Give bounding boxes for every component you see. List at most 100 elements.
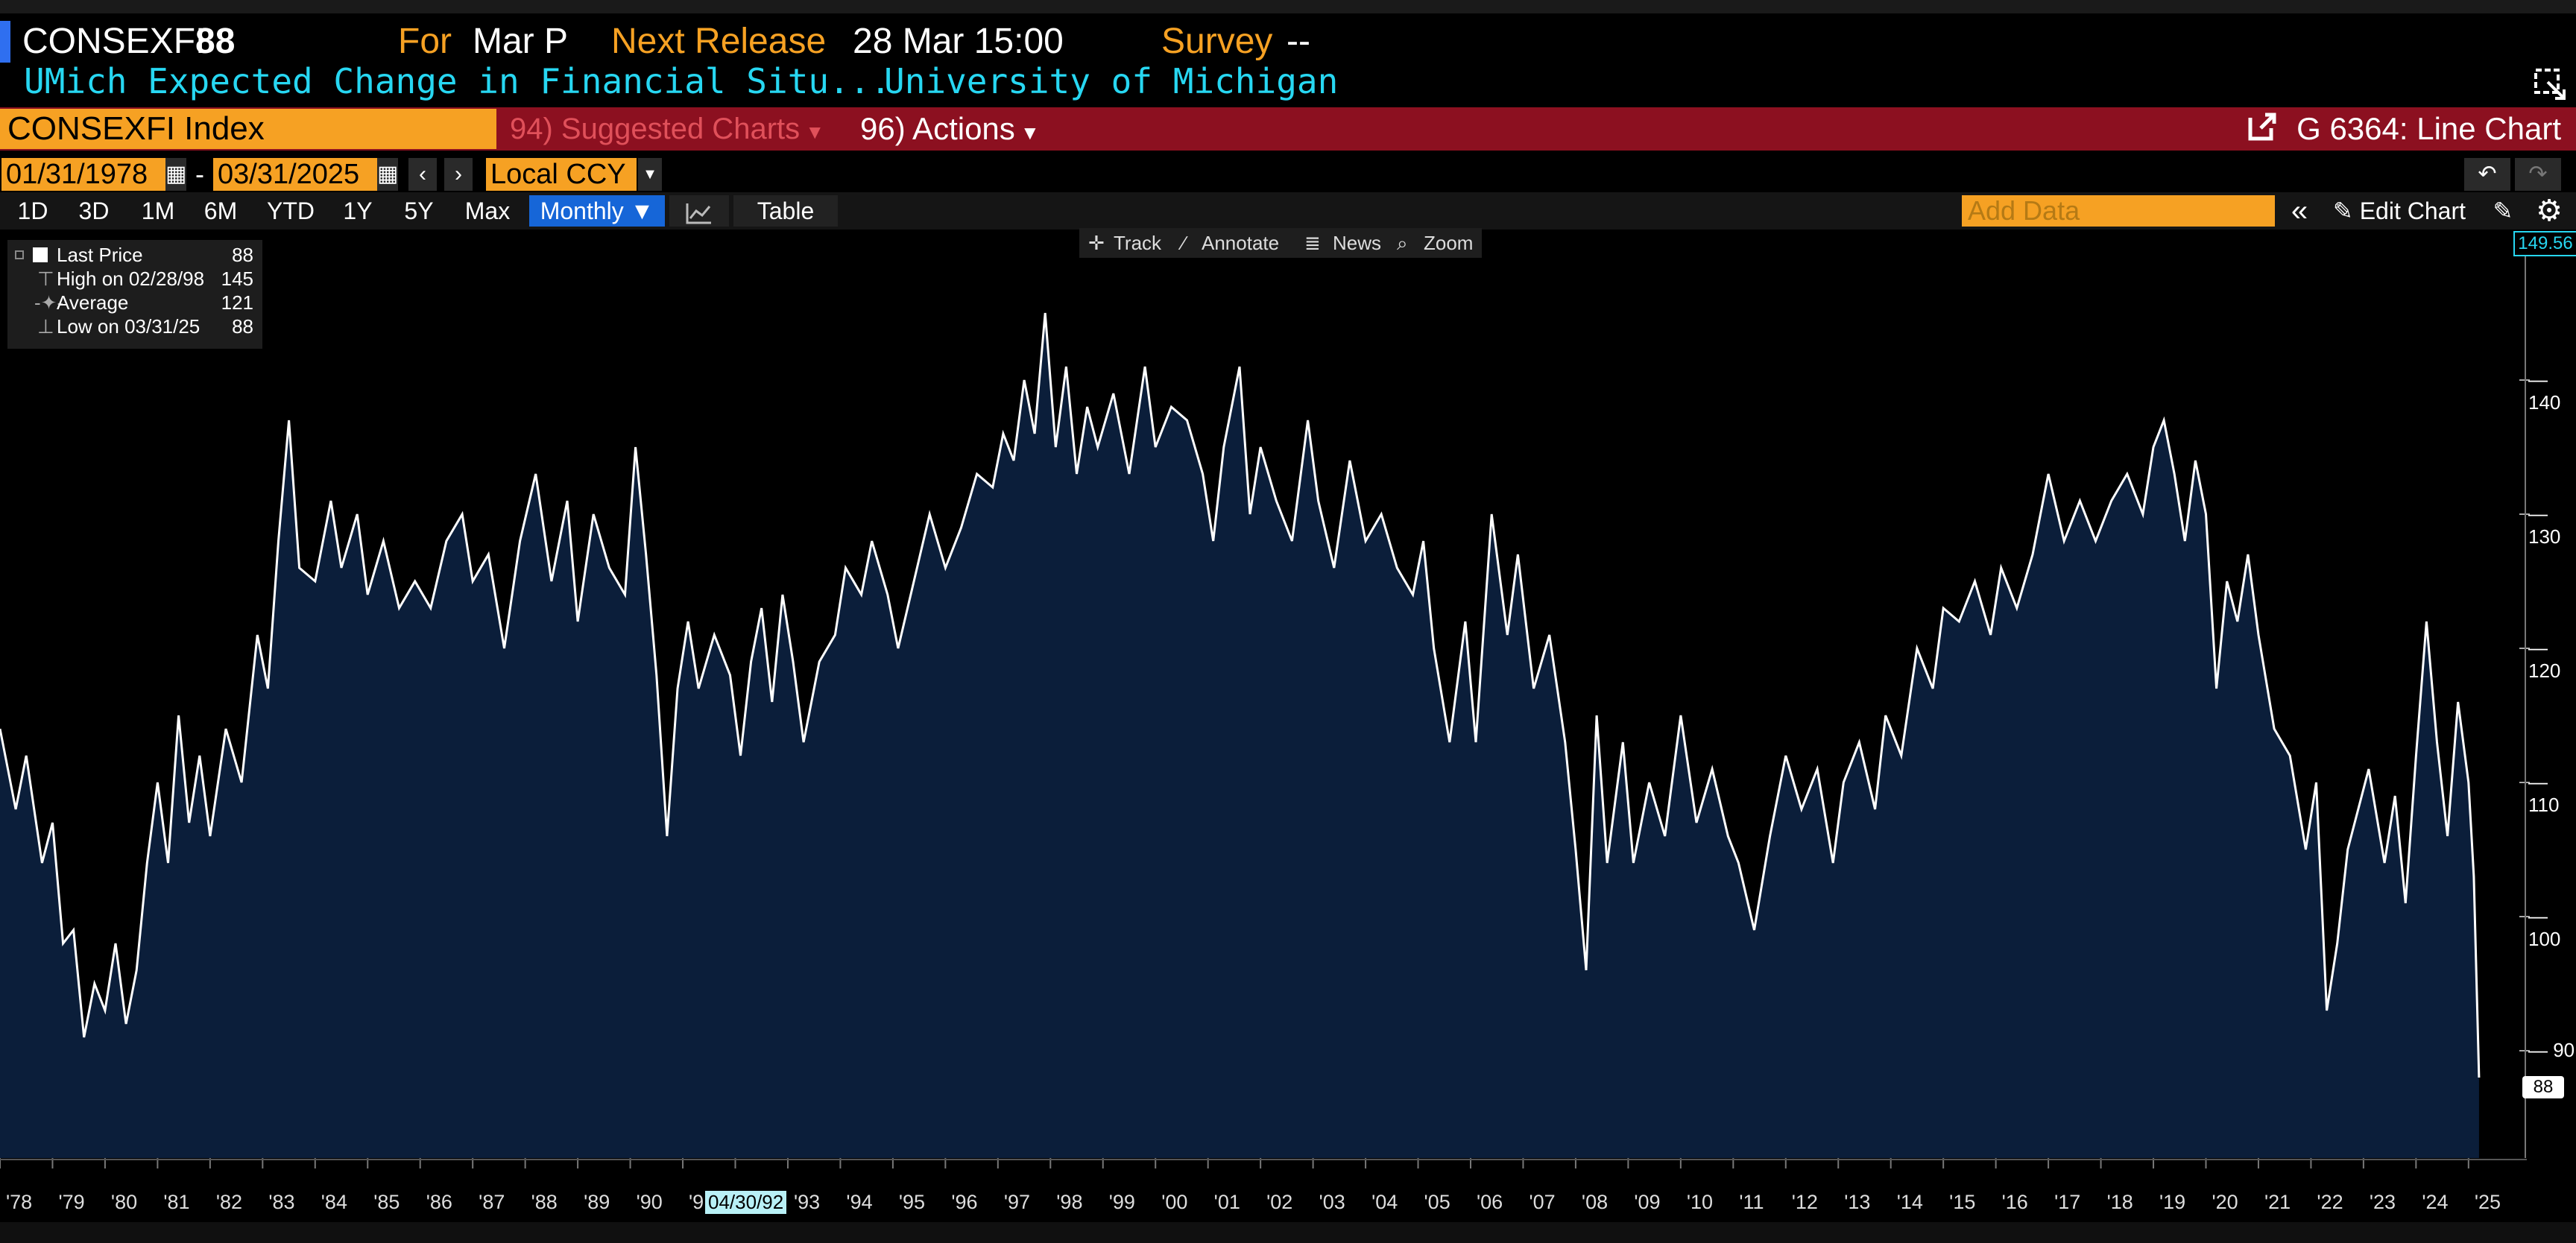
expand-icon[interactable] <box>2533 67 2567 101</box>
external-link-icon[interactable] <box>2247 111 2277 151</box>
x-tick-label: '16 <box>2001 1191 2028 1213</box>
collapse-box-icon[interactable] <box>15 250 24 259</box>
x-tick-label: '84 <box>321 1191 347 1213</box>
dropdown-arrow-icon: ▼ <box>800 121 825 143</box>
chart-title-label: G 6364: Line Chart <box>2296 111 2561 146</box>
calendar-icon[interactable]: ▦ <box>165 158 186 191</box>
survey-label: Survey <box>1161 22 1273 61</box>
annotate-button[interactable]: Annotate <box>1202 232 1280 254</box>
gear-icon[interactable]: ⚙ <box>2536 194 2563 227</box>
x-tick-label: '85 <box>373 1191 400 1213</box>
actions-label: 96) Actions <box>860 111 1015 146</box>
x-tick-label: '07 <box>1529 1191 1556 1213</box>
chevron-down-icon: ▼ <box>623 197 654 224</box>
period-max[interactable]: Max <box>464 197 511 224</box>
period-1m[interactable]: 1M <box>141 197 175 224</box>
for-value: Mar P <box>473 22 569 61</box>
edit-chart-button[interactable]: ✎ Edit Chart <box>2323 195 2476 227</box>
y-tick-label: — 140 <box>2528 368 2561 414</box>
next-period-icon[interactable]: › <box>444 158 473 191</box>
news-button[interactable]: News <box>1333 232 1382 254</box>
legend-label: Last Price <box>57 244 143 266</box>
frequency-select[interactable]: Monthly ▼ <box>529 195 665 227</box>
redo-icon[interactable]: ↷ <box>2515 158 2561 191</box>
period-1y[interactable]: 1Y <box>343 197 373 224</box>
chart-legend: Last Price 88 ⊤ High on 02/28/98 145 -✦-… <box>7 240 262 349</box>
x-tick-label: '82 <box>215 1191 243 1213</box>
period-3d[interactable]: 3D <box>78 197 110 224</box>
add-data-input[interactable]: Add Data <box>1962 195 2275 227</box>
series-line <box>0 312 2481 1078</box>
status-bar <box>0 1222 2576 1243</box>
crosshair-date-label: 04/30/92 <box>705 1191 787 1214</box>
x-tick-label: '15 <box>1949 1191 1976 1213</box>
chart-settings-edit-icon[interactable]: ✎ <box>2493 197 2513 224</box>
y-tick-label: — 130 <box>2528 502 2561 548</box>
legend-label: Low on 03/31/25 <box>57 315 201 338</box>
frequency-label: Monthly <box>540 197 624 224</box>
x-tick-label: '93 <box>793 1191 821 1213</box>
security-header: CONSEXFI 88 For Mar P Next Release 28 Ma… <box>0 16 2576 66</box>
undo-icon[interactable]: ↶ <box>2464 158 2510 191</box>
dropdown-arrow-icon: ▼ <box>1014 121 1040 144</box>
start-date-input[interactable]: 01/31/1978 <box>1 158 165 191</box>
x-tick-label: '00 <box>1161 1191 1188 1213</box>
period-6m[interactable]: 6M <box>203 197 238 224</box>
suggested-charts-label: 94) Suggested Charts <box>510 113 801 145</box>
axis-max-label: 149.56 <box>2513 231 2576 256</box>
x-tick-label: '96 <box>951 1191 978 1213</box>
line-chart-icon[interactable] <box>669 195 729 227</box>
currency-select[interactable]: Local CCY <box>486 158 637 191</box>
x-tick-label: '90 <box>636 1191 663 1213</box>
actions-button[interactable]: 96) Actions ▼ <box>851 109 1046 149</box>
for-label: For <box>398 22 452 61</box>
suggested-charts-button[interactable]: 94) Suggested Charts ▼ <box>499 109 848 149</box>
x-tick-label: '10 <box>1686 1191 1714 1213</box>
x-tick-label: '99 <box>1108 1191 1135 1213</box>
x-tick-label: '87 <box>479 1191 505 1213</box>
zoom-button[interactable]: Zoom <box>1424 232 1474 254</box>
crosshair-icon[interactable]: ✛ <box>1088 232 1105 254</box>
last-value-marker: 88 <box>2522 1076 2564 1098</box>
period-5y[interactable]: 5Y <box>404 197 434 224</box>
description-row: UMich Expected Change in Financial Situ.… <box>0 61 2576 106</box>
period-1d[interactable]: 1D <box>17 197 48 224</box>
news-icon[interactable]: ≣ <box>1304 232 1321 254</box>
y-tick-label: — 110 <box>2528 771 2560 816</box>
x-tick-label: '88 <box>531 1191 558 1213</box>
x-tick-label: '81 <box>163 1191 190 1213</box>
y-tick-label: — 120 <box>2528 636 2561 682</box>
high-marker-icon: ⊤ <box>37 268 54 290</box>
x-tick-label: '06 <box>1476 1191 1503 1213</box>
calendar-icon[interactable]: ▦ <box>377 158 398 191</box>
prev-period-icon[interactable]: ‹ <box>408 158 437 191</box>
security-field[interactable]: CONSEXFI Index <box>0 109 496 149</box>
x-tick-label: '04 <box>1371 1191 1398 1213</box>
period-ytd[interactable]: YTD <box>267 197 315 224</box>
survey-value: -- <box>1287 22 1310 61</box>
collapse-icon[interactable]: « <box>2291 194 2308 227</box>
zoom-icon[interactable]: ⌕ <box>1397 232 1408 254</box>
legend-low[interactable]: ⊥ Low on 03/31/25 88 <box>7 314 262 338</box>
next-release-value: 28 Mar 15:00 <box>853 22 1064 61</box>
security-description[interactable]: UMich Expected Change in Financial Situ.… <box>24 61 891 101</box>
series-swatch <box>33 247 48 262</box>
table-button[interactable]: Table <box>733 195 838 227</box>
date-separator: - <box>195 159 204 189</box>
annotate-icon[interactable]: ∕ <box>1182 232 1186 254</box>
legend-average[interactable]: -✦- Average 121 <box>7 291 262 314</box>
legend-last-price[interactable]: Last Price 88 <box>7 243 262 267</box>
legend-high[interactable]: ⊤ High on 02/28/98 145 <box>7 267 262 291</box>
x-tick-label: '14 <box>1896 1191 1923 1213</box>
data-source[interactable]: University of Michigan <box>884 61 1339 101</box>
pencil-icon: ✎ <box>2333 197 2360 224</box>
ticker-symbol[interactable]: CONSEXFI <box>22 22 206 61</box>
y-tick-label: — 90 <box>2528 1039 2575 1061</box>
chevron-down-icon[interactable]: ▼ <box>638 158 662 191</box>
low-marker-icon: ⊥ <box>37 315 54 338</box>
end-date-input[interactable]: 03/31/2025 <box>213 158 377 191</box>
line-chart[interactable] <box>0 231 2576 1222</box>
track-button[interactable]: Track <box>1114 232 1162 254</box>
edit-chart-label: Edit Chart <box>2359 197 2466 224</box>
legend-label: Average <box>57 291 129 314</box>
